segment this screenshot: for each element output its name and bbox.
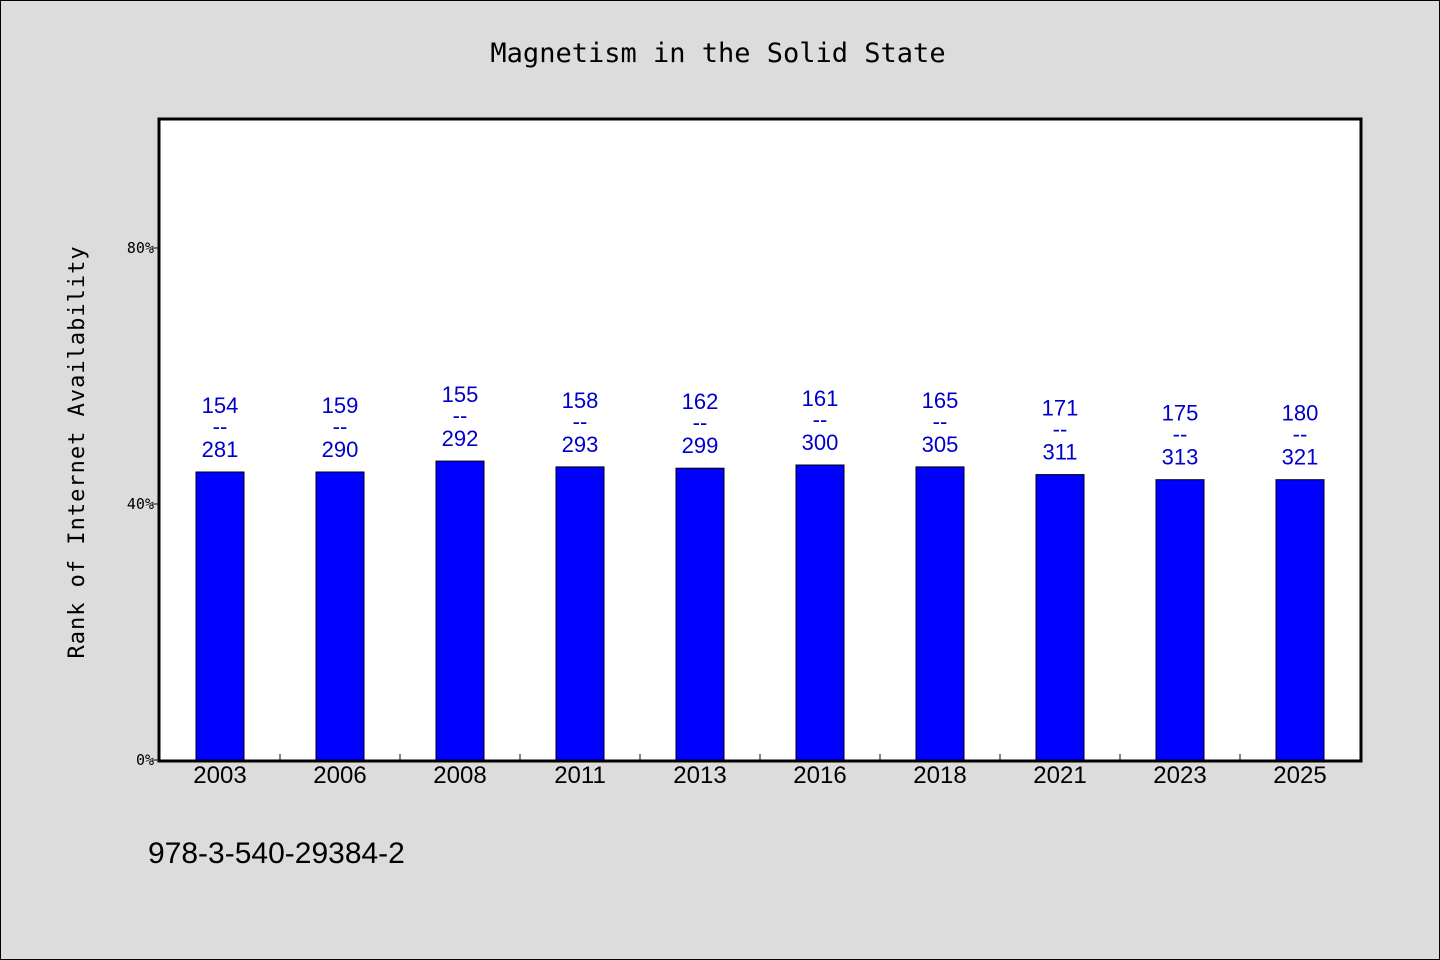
data-label-rank: 165	[922, 388, 959, 413]
data-label-separator: --	[1293, 422, 1308, 447]
data-label-rank: 180	[1282, 401, 1319, 426]
x-tick-label: 2018	[913, 762, 966, 789]
data-label-separator: --	[333, 414, 348, 439]
data-label-rank: 155	[442, 382, 479, 407]
data-label-total: 305	[922, 432, 959, 457]
x-tick-label: 2006	[313, 762, 366, 789]
bars-layer	[195, 460, 1325, 761]
bar-2006	[315, 471, 365, 761]
y-axis-label: Rank of Internet Availability	[65, 245, 90, 658]
x-tick-label: 2011	[554, 762, 606, 789]
x-tick-label: 2008	[433, 762, 486, 789]
data-label-separator: --	[1053, 417, 1068, 442]
x-tick-label: 2013	[673, 762, 726, 789]
y-tick-label: 80%	[127, 239, 154, 257]
data-label-total: 300	[802, 430, 839, 455]
x-tick-label: 2016	[793, 762, 846, 789]
data-label-separator: --	[213, 414, 228, 439]
bar-2003	[195, 471, 245, 761]
data-label-total: 321	[1282, 445, 1319, 470]
data-label-separator: --	[1173, 422, 1188, 447]
bar-2016	[795, 464, 845, 761]
data-label-total: 313	[1162, 445, 1199, 470]
data-label-total: 311	[1042, 440, 1077, 465]
data-label-total: 292	[442, 426, 479, 451]
data-label-separator: --	[573, 409, 588, 434]
bar-2021	[1035, 474, 1085, 761]
data-labels-layer: 154--281159--290155--292158--293162--299…	[202, 382, 1319, 470]
data-label-rank: 159	[322, 393, 359, 418]
footnote-isbn: 978-3-540-29384-2	[148, 837, 405, 870]
data-label-total: 281	[202, 437, 239, 462]
data-label-rank: 171	[1042, 396, 1079, 421]
data-label-rank: 162	[682, 389, 719, 414]
y-tick-label: 40%	[127, 495, 154, 513]
bar-2023	[1155, 479, 1205, 761]
x-tick-label: 2003	[193, 762, 246, 789]
data-label-separator: --	[933, 409, 948, 434]
data-label-rank: 175	[1162, 401, 1199, 426]
plot-border	[157, 117, 1363, 763]
bar-2025	[1275, 479, 1325, 761]
data-label-separator: --	[453, 403, 468, 428]
chart-title: Magnetism in the Solid State	[490, 38, 945, 69]
bar-2011	[555, 466, 605, 761]
axis-layer: 2003 2006 2008 2011 2013 2016 2018 2021 2023 2025…	[127, 239, 1327, 789]
y-tick-label: 0%	[136, 751, 154, 769]
bar-2013	[675, 467, 725, 761]
data-label-rank: 154	[202, 393, 239, 418]
data-label-rank: 161	[802, 386, 839, 411]
bar-2018	[915, 466, 965, 761]
x-tick-label: 2025	[1273, 762, 1326, 789]
data-label-total: 299	[682, 433, 719, 458]
data-label-total: 290	[322, 437, 359, 462]
bar-2008	[435, 460, 485, 761]
x-tick-label: 2021	[1033, 762, 1086, 789]
data-label-total: 293	[562, 432, 599, 457]
x-tick-label: 2023	[1153, 762, 1206, 789]
data-label-rank: 158	[562, 388, 599, 413]
data-label-separator: --	[813, 407, 828, 432]
data-label-separator: --	[693, 410, 708, 435]
